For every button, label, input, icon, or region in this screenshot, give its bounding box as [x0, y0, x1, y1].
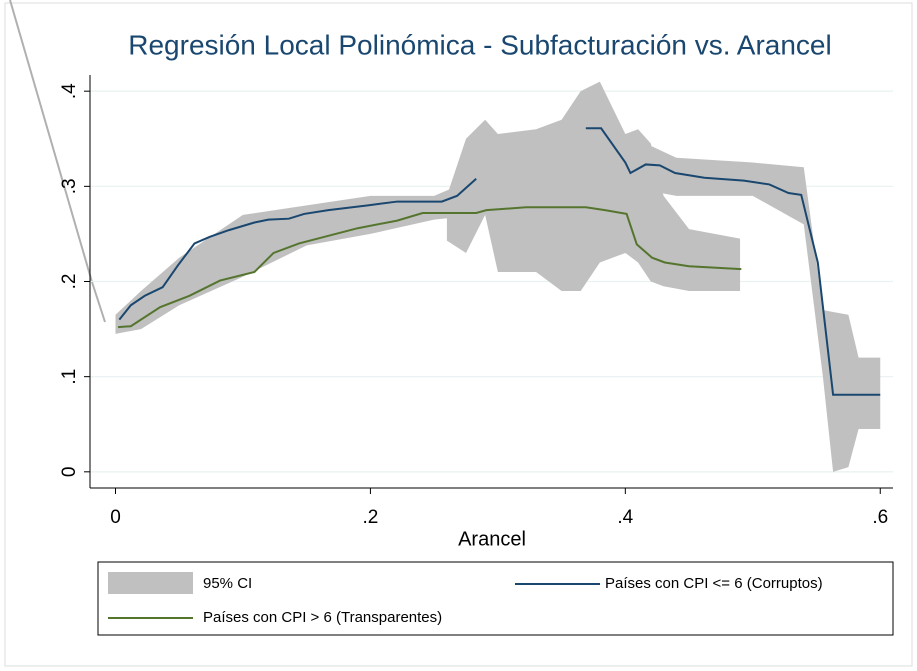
ci-band [446, 81, 741, 292]
legend-ci-swatch [108, 572, 193, 594]
y-tick-label: 0 [59, 467, 80, 478]
y-tick-label: .2 [59, 274, 80, 290]
y-tick-label: .3 [59, 178, 80, 194]
x-tick-label: .6 [872, 507, 888, 528]
x-tick-label: .2 [362, 507, 378, 528]
x-tick-label: 0 [110, 507, 121, 528]
ci-band [115, 176, 479, 334]
x-tick-label: .4 [617, 507, 633, 528]
legend-label: 95% CI [203, 575, 252, 592]
x-axis-title: Arancel [458, 528, 526, 550]
y-tick-label: .4 [59, 83, 80, 99]
legend-label: Países con CPI > 6 (Transparentes) [203, 609, 442, 626]
chart-title: Regresión Local Polinómica - Subfacturac… [128, 29, 831, 60]
legend-label: Países con CPI <= 6 (Corruptos) [605, 575, 823, 592]
series-line [118, 127, 881, 396]
ci-band [587, 110, 881, 472]
y-tick-label: .1 [59, 369, 80, 385]
outer-frame [4, 2, 913, 667]
series-line [117, 206, 742, 329]
legend-box [97, 561, 894, 636]
